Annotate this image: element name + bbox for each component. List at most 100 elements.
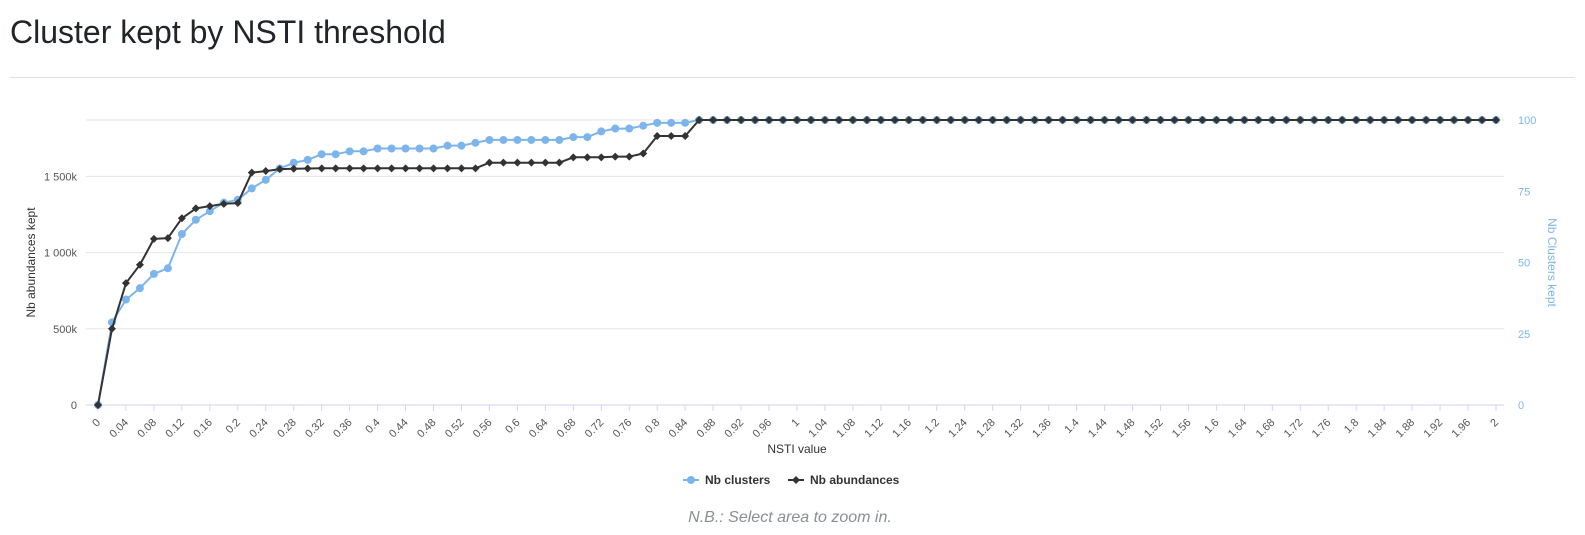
data-point-nb-abundances[interactable] [177, 214, 186, 223]
data-point-nb-abundances[interactable] [1030, 116, 1039, 124]
data-point-nb-abundances[interactable] [429, 164, 438, 173]
data-point-nb-clusters[interactable] [191, 215, 200, 224]
data-point-nb-abundances[interactable] [317, 164, 326, 173]
data-point-nb-abundances[interactable] [876, 116, 885, 124]
data-point-nb-clusters[interactable] [611, 124, 620, 133]
data-point-nb-abundances[interactable] [681, 132, 690, 141]
data-point-nb-clusters[interactable] [331, 150, 340, 159]
data-point-nb-abundances[interactable] [1310, 116, 1319, 124]
data-point-nb-abundances[interactable] [191, 204, 200, 213]
data-point-nb-abundances[interactable] [289, 164, 298, 173]
data-point-nb-abundances[interactable] [1422, 116, 1431, 124]
legend-symbol-marker[interactable] [687, 476, 695, 484]
data-point-nb-abundances[interactable] [1016, 116, 1025, 124]
data-point-nb-abundances[interactable] [513, 158, 522, 167]
data-point-nb-abundances[interactable] [555, 158, 564, 167]
data-point-nb-abundances[interactable] [401, 164, 410, 173]
data-point-nb-abundances[interactable] [107, 324, 116, 333]
data-point-nb-clusters[interactable] [163, 264, 172, 273]
data-point-nb-clusters[interactable] [639, 121, 648, 130]
data-point-nb-abundances[interactable] [932, 116, 941, 124]
data-point-nb-abundances[interactable] [1212, 116, 1221, 124]
data-point-nb-clusters[interactable] [429, 144, 438, 153]
data-point-nb-clusters[interactable] [541, 135, 550, 144]
data-point-nb-abundances[interactable] [1436, 116, 1445, 124]
data-point-nb-abundances[interactable] [443, 164, 452, 173]
data-point-nb-abundances[interactable] [667, 132, 676, 141]
data-point-nb-abundances[interactable] [834, 116, 843, 124]
data-point-nb-abundances[interactable] [960, 116, 969, 124]
data-point-nb-abundances[interactable] [695, 116, 704, 124]
data-point-nb-abundances[interactable] [793, 116, 801, 124]
legend-item-nb-abundances[interactable]: Nb abundances [788, 473, 900, 487]
data-point-nb-abundances[interactable] [1296, 116, 1305, 124]
data-point-nb-abundances[interactable] [569, 153, 578, 162]
data-point-nb-abundances[interactable] [1380, 116, 1389, 124]
data-point-nb-abundances[interactable] [1002, 116, 1011, 124]
data-point-nb-abundances[interactable] [1366, 116, 1375, 124]
data-point-nb-clusters[interactable] [569, 133, 578, 142]
data-point-nb-abundances[interactable] [359, 164, 368, 173]
data-point-nb-abundances[interactable] [373, 164, 382, 173]
data-point-nb-abundances[interactable] [345, 164, 354, 173]
data-point-nb-clusters[interactable] [415, 144, 424, 153]
data-point-nb-abundances[interactable] [163, 234, 172, 243]
data-point-nb-abundances[interactable] [988, 116, 997, 124]
data-point-nb-clusters[interactable] [513, 135, 522, 144]
data-point-nb-abundances[interactable] [974, 116, 983, 124]
data-point-nb-abundances[interactable] [709, 116, 718, 124]
data-point-nb-abundances[interactable] [499, 158, 508, 167]
data-point-nb-clusters[interactable] [289, 158, 298, 167]
data-point-nb-clusters[interactable] [177, 230, 186, 238]
data-point-nb-clusters[interactable] [303, 155, 312, 164]
data-point-nb-abundances[interactable] [135, 260, 144, 269]
data-point-nb-clusters[interactable] [667, 118, 676, 127]
data-point-nb-abundances[interactable] [1044, 116, 1053, 124]
legend-item-nb-clusters[interactable]: Nb clusters [683, 473, 771, 487]
data-point-nb-abundances[interactable] [806, 116, 815, 124]
data-point-nb-abundances[interactable] [457, 164, 466, 173]
data-point-nb-abundances[interactable] [541, 158, 550, 167]
data-point-nb-clusters[interactable] [359, 147, 368, 156]
data-point-nb-abundances[interactable] [890, 116, 899, 124]
data-point-nb-abundances[interactable] [527, 158, 536, 167]
data-point-nb-clusters[interactable] [205, 207, 214, 216]
data-point-nb-abundances[interactable] [1464, 116, 1473, 124]
data-point-nb-clusters[interactable] [597, 127, 606, 136]
data-point-nb-abundances[interactable] [387, 164, 396, 173]
data-point-nb-clusters[interactable] [485, 135, 494, 144]
data-point-nb-abundances[interactable] [904, 116, 913, 124]
data-point-nb-abundances[interactable] [1324, 116, 1333, 124]
data-point-nb-abundances[interactable] [1492, 116, 1500, 124]
data-point-nb-abundances[interactable] [1184, 116, 1193, 124]
data-point-nb-abundances[interactable] [303, 164, 312, 173]
data-point-nb-abundances[interactable] [1338, 116, 1347, 124]
data-point-nb-abundances[interactable] [625, 152, 634, 161]
data-point-nb-abundances[interactable] [415, 164, 424, 173]
data-point-nb-abundances[interactable] [779, 116, 788, 124]
data-point-nb-abundances[interactable] [1450, 116, 1459, 124]
data-point-nb-clusters[interactable] [527, 135, 536, 144]
data-point-nb-clusters[interactable] [121, 295, 130, 304]
data-point-nb-clusters[interactable] [387, 144, 396, 153]
data-point-nb-abundances[interactable] [471, 164, 480, 173]
data-point-nb-abundances[interactable] [1226, 116, 1235, 124]
data-point-nb-abundances[interactable] [1254, 116, 1263, 124]
data-point-nb-abundances[interactable] [149, 234, 158, 243]
data-point-nb-clusters[interactable] [317, 150, 326, 159]
data-point-nb-abundances[interactable] [1170, 116, 1179, 124]
data-point-nb-clusters[interactable] [261, 175, 270, 184]
data-point-nb-abundances[interactable] [1282, 116, 1291, 124]
data-point-nb-abundances[interactable] [946, 116, 955, 124]
data-point-nb-abundances[interactable] [1240, 116, 1249, 124]
data-point-nb-abundances[interactable] [737, 116, 746, 124]
data-point-nb-abundances[interactable] [261, 167, 270, 176]
data-point-nb-abundances[interactable] [1058, 116, 1067, 124]
data-point-nb-abundances[interactable] [1268, 116, 1277, 124]
data-point-nb-abundances[interactable] [583, 153, 592, 162]
data-point-nb-abundances[interactable] [1086, 116, 1095, 124]
data-point-nb-abundances[interactable] [1156, 116, 1165, 124]
data-point-nb-clusters[interactable] [149, 269, 158, 278]
data-point-nb-clusters[interactable] [681, 118, 690, 127]
